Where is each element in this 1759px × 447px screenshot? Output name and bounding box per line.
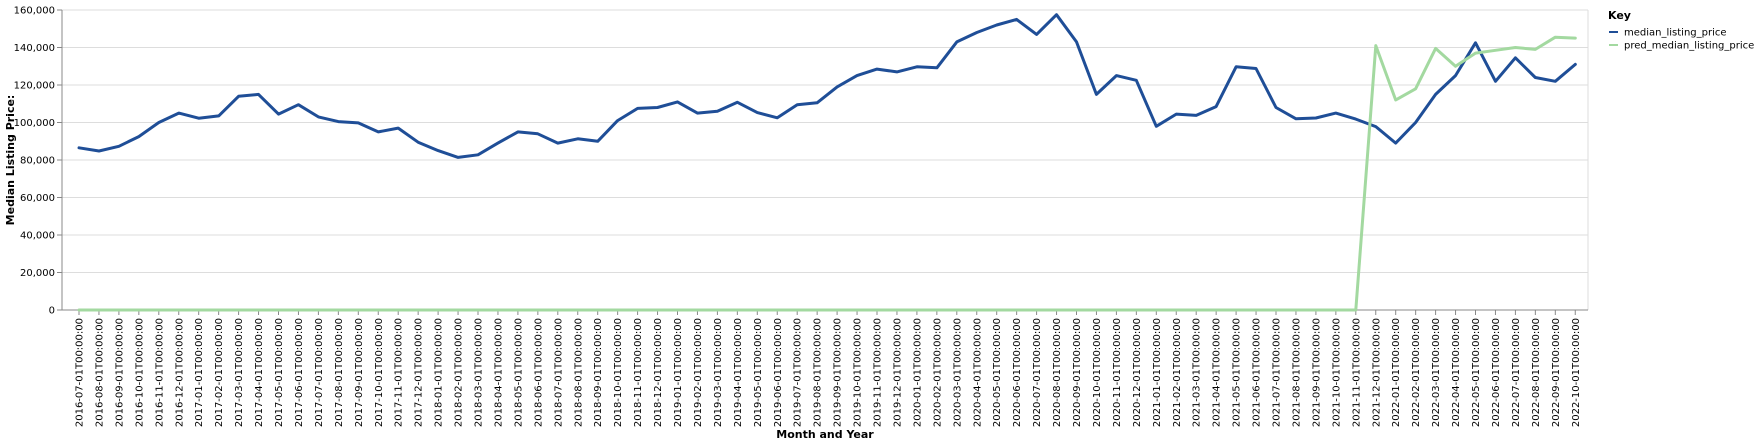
x-tick-label: 2017-01-01T00:00:00 (194, 318, 205, 427)
x-tick-label: 2021-09-01T00:00:00 (1311, 318, 1322, 427)
x-tick-label: 2020-01-01T00:00:00 (912, 318, 923, 427)
series-line-pred_median_listing_price (77, 35, 1577, 312)
x-tick-label: 2016-10-01T00:00:00 (134, 318, 145, 427)
x-tick-label: 2019-01-01T00:00:00 (673, 318, 684, 427)
x-tick-label: 2019-03-01T00:00:00 (713, 318, 724, 427)
y-tick-label: 140,000 (14, 43, 55, 54)
x-tick-label: 2017-06-01T00:00:00 (294, 318, 305, 427)
x-tick-label: 2020-07-01T00:00:00 (1032, 318, 1043, 427)
x-tick-label: 2020-09-01T00:00:00 (1072, 318, 1083, 427)
x-tick-label: 2022-03-01T00:00:00 (1431, 318, 1442, 427)
x-tick-label: 2021-11-01T00:00:00 (1351, 318, 1362, 427)
x-tick-label: 2020-02-01T00:00:00 (932, 318, 943, 427)
x-tick-label: 2017-03-01T00:00:00 (234, 318, 245, 427)
x-tick-label: 2021-12-01T00:00:00 (1371, 318, 1382, 427)
y-axis-title: Median Listing Price: (4, 95, 17, 226)
x-tick-label: 2021-05-01T00:00:00 (1232, 318, 1243, 427)
x-tick-label: 2016-07-01T00:00:00 (75, 318, 86, 427)
x-tick-label: 2019-11-01T00:00:00 (873, 318, 884, 427)
legend-title: Key (1608, 9, 1631, 22)
y-tick-label: 40,000 (20, 231, 55, 242)
x-tick-label: 2021-04-01T00:00:00 (1212, 318, 1223, 427)
legend-label: pred_median_listing_price (1624, 41, 1754, 52)
x-tick-label: 2019-02-01T00:00:00 (693, 318, 704, 427)
y-tick-label: 60,000 (20, 193, 55, 204)
x-tick-label: 2021-03-01T00:00:00 (1192, 318, 1203, 427)
legend-label: median_listing_price (1624, 28, 1727, 39)
x-tick-label: 2017-05-01T00:00:00 (274, 318, 285, 427)
x-tick-label: 2021-08-01T00:00:00 (1291, 318, 1302, 427)
x-tick-label: 2022-04-01T00:00:00 (1451, 318, 1462, 427)
x-tick-label: 2020-08-01T00:00:00 (1052, 318, 1063, 427)
x-tick-label: 2022-08-01T00:00:00 (1531, 318, 1542, 427)
x-tick-label: 2022-10-01T00:00:00 (1571, 318, 1582, 427)
y-tick-label: 120,000 (14, 81, 55, 92)
y-tick-label: 0 (49, 306, 55, 317)
x-tick-label: 2020-12-01T00:00:00 (1132, 318, 1143, 427)
x-tick-label: 2021-07-01T00:00:00 (1272, 318, 1283, 427)
x-tick-label: 2017-11-01T00:00:00 (394, 318, 405, 427)
x-tick-label: 2020-03-01T00:00:00 (952, 318, 963, 427)
series-line-median_listing_price (77, 13, 1577, 159)
x-tick-label: 2018-01-01T00:00:00 (434, 318, 445, 427)
x-tick-label: 2022-05-01T00:00:00 (1471, 318, 1482, 427)
x-tick-label: 2017-08-01T00:00:00 (334, 318, 345, 427)
x-tick-label: 2018-04-01T00:00:00 (493, 318, 504, 427)
gridlines (62, 9, 1589, 311)
series-layer (77, 13, 1577, 312)
x-tick-label: 2018-09-01T00:00:00 (593, 318, 604, 427)
x-tick-label: 2021-10-01T00:00:00 (1331, 318, 1342, 427)
y-tick-label: 80,000 (20, 156, 55, 167)
legend: Key median_listing_price pred_median_list… (1608, 9, 1754, 52)
x-tick-label: 2016-08-01T00:00:00 (94, 318, 105, 427)
x-tick-label: 2017-09-01T00:00:00 (354, 318, 365, 427)
x-tick-label: 2017-02-01T00:00:00 (214, 318, 225, 427)
x-tick-label: 2018-12-01T00:00:00 (653, 318, 664, 427)
x-tick-label: 2022-06-01T00:00:00 (1491, 318, 1502, 427)
x-tick-label: 2020-10-01T00:00:00 (1092, 318, 1103, 427)
x-tick-label: 2019-06-01T00:00:00 (773, 318, 784, 427)
x-tick-label: 2019-10-01T00:00:00 (853, 318, 864, 427)
y-tick-label: 20,000 (20, 268, 55, 279)
x-tick-label: 2017-12-01T00:00:00 (414, 318, 425, 427)
x-tick-label: 2019-12-01T00:00:00 (892, 318, 903, 427)
x-tick-label: 2018-08-01T00:00:00 (573, 318, 584, 427)
x-tick-label: 2018-05-01T00:00:00 (513, 318, 524, 427)
x-tick-label: 2018-07-01T00:00:00 (553, 318, 564, 427)
y-axis: 0 20,000 40,000 60,000 80,000 100,000 120,000 1… (14, 6, 63, 317)
y-tick-label: 160,000 (14, 6, 55, 17)
x-tick-label: 2019-09-01T00:00:00 (833, 318, 844, 427)
x-tick-label: 2018-02-01T00:00:00 (454, 318, 465, 427)
x-tick-label: 2021-02-01T00:00:00 (1172, 318, 1183, 427)
x-tick-label: 2017-07-01T00:00:00 (314, 318, 325, 427)
x-tick-label: 2019-07-01T00:00:00 (793, 318, 804, 427)
x-tick-label: 2020-11-01T00:00:00 (1112, 318, 1123, 427)
x-axis-title: Month and Year (776, 428, 874, 441)
x-tick-label: 2022-09-01T00:00:00 (1551, 318, 1562, 427)
x-tick-label: 2022-01-01T00:00:00 (1391, 318, 1402, 427)
x-tick-label: 2020-04-01T00:00:00 (972, 318, 983, 427)
x-tick-label: 2018-10-01T00:00:00 (613, 318, 624, 427)
x-tick-label: 2020-05-01T00:00:00 (992, 318, 1003, 427)
x-tick-label: 2019-04-01T00:00:00 (733, 318, 744, 427)
x-tick-label: 2019-08-01T00:00:00 (813, 318, 824, 427)
x-tick-label: 2016-12-01T00:00:00 (174, 318, 185, 427)
x-tick-label: 2016-09-01T00:00:00 (114, 318, 125, 427)
y-tick-label: 100,000 (14, 118, 55, 129)
x-tick-label: 2018-03-01T00:00:00 (474, 318, 485, 427)
legend-items: median_listing_price pred_median_listing_… (1609, 28, 1754, 52)
x-tick-label: 2021-01-01T00:00:00 (1152, 318, 1163, 427)
x-tick-label: 2018-06-01T00:00:00 (533, 318, 544, 427)
x-tick-label: 2017-10-01T00:00:00 (374, 318, 385, 427)
x-tick-label: 2022-02-01T00:00:00 (1411, 318, 1422, 427)
x-tick-label: 2018-11-01T00:00:00 (633, 318, 644, 427)
x-tick-label: 2020-06-01T00:00:00 (1012, 318, 1023, 427)
x-tick-label: 2022-07-01T00:00:00 (1511, 318, 1522, 427)
x-tick-label: 2021-06-01T00:00:00 (1252, 318, 1263, 427)
x-tick-label: 2017-04-01T00:00:00 (254, 318, 265, 427)
x-tick-label: 2016-11-01T00:00:00 (154, 318, 165, 427)
x-axis: 2016-07-01T00:00:00 2016-08-01T00:00:00 20… (62, 309, 1588, 427)
x-tick-label: 2019-05-01T00:00:00 (753, 318, 764, 427)
